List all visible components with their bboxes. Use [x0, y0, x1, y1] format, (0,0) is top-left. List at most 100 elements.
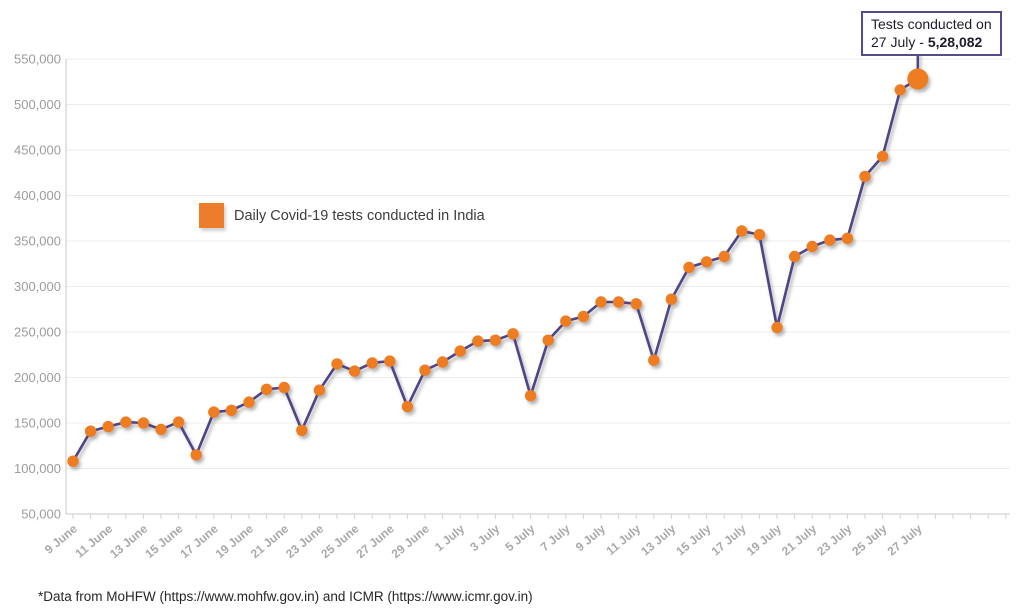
x-tick-label: 25 July [849, 521, 889, 558]
x-tick-label: 23 June [283, 521, 326, 561]
data-point[interactable] [507, 328, 519, 340]
data-point[interactable] [419, 364, 431, 376]
data-point[interactable] [208, 406, 220, 418]
data-point[interactable] [718, 250, 730, 263]
y-tick-label: 400,000 [14, 188, 61, 203]
annotation-line1: Tests conducted on [871, 16, 992, 32]
annotation-date: 27 July - [871, 34, 928, 51]
data-point[interactable] [489, 334, 502, 346]
x-tick-label: 13 June [107, 521, 150, 561]
data-point[interactable] [172, 416, 185, 428]
x-tick-label: 5 July [502, 521, 537, 554]
x-tick-label: 29 June [389, 521, 432, 561]
data-point[interactable] [824, 234, 836, 246]
data-point[interactable] [102, 420, 114, 433]
x-tick-label: 27 July [885, 521, 925, 558]
data-point[interactable] [155, 423, 167, 436]
data-point[interactable] [894, 84, 906, 96]
x-tick-label: 21 July [779, 521, 819, 558]
highlighted-data-point[interactable] [907, 68, 929, 90]
data-point[interactable] [806, 240, 818, 253]
data-point[interactable] [436, 356, 449, 368]
y-tick-label: 150,000 [14, 416, 61, 431]
data-point[interactable] [243, 396, 255, 408]
data-point[interactable] [736, 225, 748, 237]
data-point[interactable] [560, 315, 572, 327]
series-line [71, 77, 919, 462]
data-point[interactable] [771, 321, 783, 334]
data-point[interactable] [876, 150, 889, 163]
y-tick-label: 350,000 [14, 234, 61, 249]
y-tick-label: 250,000 [14, 325, 61, 340]
data-point[interactable] [859, 170, 871, 183]
data-point[interactable] [577, 310, 590, 323]
x-tick-label: 23 July [814, 521, 854, 558]
x-tick-label: 19 June [213, 521, 256, 561]
y-tick-label: 100,000 [14, 461, 61, 476]
x-tick-label: 3 July [467, 521, 502, 554]
annotation-value: 5,28,082 [927, 34, 983, 51]
x-tick-label: 11 July [603, 521, 643, 558]
data-point[interactable] [278, 381, 290, 394]
data-point[interactable] [67, 455, 79, 467]
chart-legend: Daily Covid-19 tests conducted in India [199, 203, 485, 228]
data-point[interactable] [753, 228, 766, 241]
data-point[interactable] [665, 293, 678, 305]
data-point[interactable] [313, 384, 326, 396]
y-tick-label: 50,000 [21, 507, 61, 522]
data-point[interactable] [401, 400, 414, 413]
x-tick-label: 25 June [318, 521, 361, 561]
data-point[interactable] [225, 404, 238, 416]
x-tick-label: 27 June [353, 521, 396, 561]
data-point[interactable] [454, 345, 466, 357]
data-point[interactable] [595, 296, 607, 308]
data-point[interactable] [384, 355, 396, 367]
x-tick-label: 21 June [248, 521, 291, 561]
x-tick-label: 1 July [432, 521, 467, 554]
x-tick-label: 11 June [72, 521, 115, 560]
data-point[interactable] [366, 357, 378, 369]
x-tick-label: 17 July [709, 521, 749, 558]
data-point[interactable] [630, 298, 642, 310]
data-point[interactable] [137, 417, 150, 429]
x-tick-label: 15 June [142, 521, 185, 561]
y-axis-labels: 50,000 100,000 150,000 200,000 250,000 300,00… [14, 52, 61, 522]
axes [65, 59, 1010, 515]
legend-label: Daily Covid-19 tests conducted in India [234, 207, 485, 224]
data-point[interactable] [542, 334, 554, 346]
data-point[interactable] [524, 390, 537, 402]
data-point[interactable] [788, 250, 801, 263]
x-axis-ticks [72, 514, 1007, 519]
data-point[interactable] [612, 296, 625, 308]
data-point[interactable] [296, 424, 308, 436]
data-point[interactable] [260, 383, 273, 395]
legend-swatch-icon [199, 203, 224, 228]
data-point[interactable] [84, 425, 97, 437]
x-tick-label: 19 July [744, 521, 784, 558]
data-point[interactable] [683, 261, 695, 274]
annotation-line2: 27 July - 5,28,082 [871, 33, 992, 51]
data-source-note: *Data from MoHFW (https://www.mohfw.gov.… [38, 589, 533, 604]
y-tick-label: 450,000 [14, 143, 61, 158]
data-point[interactable] [472, 335, 484, 347]
data-point[interactable] [648, 354, 660, 366]
data-point[interactable] [348, 365, 361, 377]
y-gridlines [66, 58, 1010, 469]
data-point[interactable] [190, 449, 202, 461]
annotation-box: Tests conducted on 27 July - 5,28,082 [861, 11, 1002, 57]
x-tick-label: 13 July [638, 521, 678, 558]
x-tick-label: 7 July [538, 521, 573, 554]
data-point[interactable] [841, 232, 854, 244]
data-point[interactable] [331, 358, 343, 370]
x-tick-label: 15 July [673, 521, 713, 558]
y-tick-label: 500,000 [14, 97, 61, 112]
data-point[interactable] [120, 416, 132, 428]
x-tick-label: 17 June [177, 521, 220, 561]
data-point[interactable] [700, 256, 713, 268]
y-tick-label: 200,000 [14, 370, 61, 385]
y-tick-label: 550,000 [14, 52, 61, 67]
x-tick-label: 9 July [573, 521, 608, 554]
